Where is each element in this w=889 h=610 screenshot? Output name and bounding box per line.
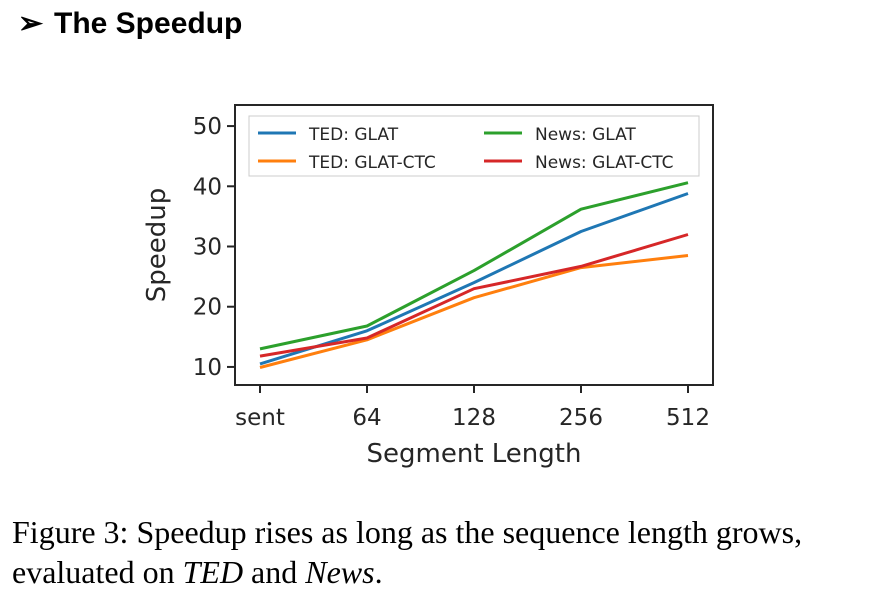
y-tick-label: 40 (193, 174, 222, 200)
x-axis-ticks: sent 64 128 256 512 (235, 385, 710, 431)
legend-label-news-glat-ctc: News: GLAT-CTC (535, 153, 674, 173)
legend-label-ted-glat-ctc: TED: GLAT-CTC (308, 153, 436, 173)
x-tick-label: 128 (452, 405, 496, 431)
y-axis-ticks: 10 20 30 40 50 (193, 114, 235, 381)
x-tick-label: 64 (352, 405, 381, 431)
legend: TED: GLAT TED: GLAT-CTC News: GLAT News:… (248, 115, 700, 177)
section-title: The Speedup (54, 7, 243, 40)
section-heading: ➢ The Speedup (18, 6, 242, 41)
x-tick-label: 256 (559, 405, 603, 431)
legend-label-ted-glat: TED: GLAT (308, 125, 399, 145)
speedup-chart: 10 20 30 40 50 sent 64 128 256 512 TED: GLAT TED… (142, 104, 714, 469)
figure-caption: Figure 3: Speedup rises as long as the s… (12, 512, 882, 592)
y-tick-label: 10 (193, 355, 222, 381)
series-line-news-glat-ctc (259, 233, 689, 358)
x-tick-label: 512 (666, 405, 710, 431)
series-line-news-glat (259, 181, 689, 351)
arrow-bullet-icon: ➢ (18, 7, 44, 40)
x-axis-label: Segment Length (367, 439, 582, 469)
y-tick-label: 30 (193, 235, 222, 261)
caption-dataset-ted: TED (182, 554, 244, 590)
series-line-ted-glat (259, 192, 689, 366)
caption-text: Figure 3: Speedup rises as long as the s… (12, 514, 803, 590)
plot-lines (259, 181, 689, 369)
y-tick-label: 20 (193, 295, 222, 321)
y-axis-label: Speedup (142, 188, 172, 303)
caption-joiner: and (243, 554, 306, 590)
caption-end: . (374, 554, 383, 590)
legend-box (248, 115, 700, 177)
series-line-ted-glat-ctc (259, 254, 689, 369)
legend-label-news-glat: News: GLAT (535, 125, 636, 145)
x-tick-label: sent (235, 405, 285, 431)
caption-dataset-news: News (305, 554, 375, 590)
y-tick-label: 50 (193, 114, 222, 140)
